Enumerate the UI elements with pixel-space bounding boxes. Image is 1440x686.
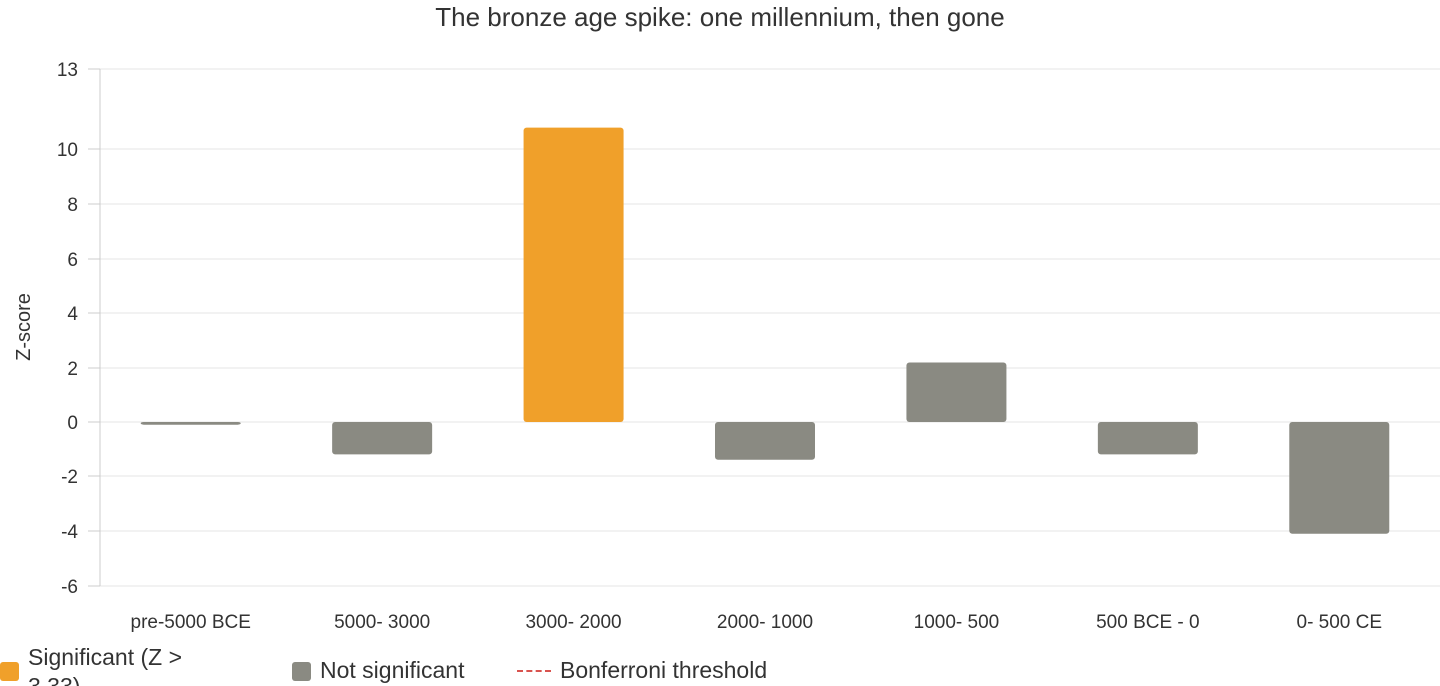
bar-4[interactable] (715, 422, 815, 460)
legend-label-threshold: Bonferroni threshold (560, 657, 768, 683)
bar-chart: 13 10 8 6 4 2 0 -2 -4 -6 pre-5000 BCE 5000- 3000 30… (13, 60, 1440, 633)
y-tick-labels: 13 10 8 6 4 2 0 -2 -4 -6 (57, 60, 79, 598)
bars (140, 127, 1390, 534)
y-tick-label: 10 (57, 140, 78, 161)
bar-6[interactable] (1097, 422, 1198, 455)
y-tick-label: 4 (67, 304, 78, 325)
bar-2[interactable] (332, 422, 433, 455)
bar-1[interactable] (140, 422, 241, 425)
x-tick-label: 1000- 500 (914, 612, 1000, 633)
chart-title: The bronze age spike: one millennium, th… (435, 2, 1005, 32)
bar-3[interactable] (523, 127, 624, 423)
y-tick-label: 6 (67, 250, 78, 271)
x-tick-label: 0- 500 CE (1297, 612, 1383, 633)
x-tick-label: 2000- 1000 (717, 612, 813, 633)
legend-item-bonferroni-threshold[interactable]: Bonferroni threshold (517, 656, 767, 685)
legend-swatch-not-significant (292, 662, 311, 681)
legend-dash-threshold (517, 670, 551, 672)
legend-label-significant: Significant (Z > 3.33) (28, 644, 183, 686)
y-axis-title: Z-score (13, 293, 35, 361)
bar-7[interactable] (1289, 422, 1390, 534)
y-tick-label: 2 (67, 359, 78, 380)
legend-item-significant[interactable]: Significant (Z > 3.33) (0, 643, 230, 686)
y-tick-label: 13 (57, 60, 78, 81)
y-tick-label: 0 (67, 413, 78, 434)
y-tick-label: -4 (61, 522, 78, 543)
x-tick-label: 3000- 2000 (525, 612, 621, 633)
y-tick-label: 8 (67, 195, 78, 216)
legend-label-not-significant: Not significant (320, 657, 465, 683)
legend-swatch-significant (0, 662, 19, 681)
x-tick-labels: pre-5000 BCE 5000- 3000 3000- 2000 2000- 10… (131, 612, 1383, 633)
legend: Significant (Z > 3.33) Not significant B… (0, 643, 1440, 686)
grid-lines (88, 68, 1440, 587)
y-tick-label: -6 (61, 577, 78, 598)
y-tick-label: -2 (61, 467, 78, 488)
x-tick-label: 5000- 3000 (334, 612, 430, 633)
bar-5[interactable] (906, 362, 1007, 423)
x-tick-label: pre-5000 BCE (131, 612, 251, 633)
x-tick-label: 500 BCE - 0 (1096, 612, 1200, 633)
legend-item-not-significant[interactable]: Not significant (292, 656, 464, 685)
